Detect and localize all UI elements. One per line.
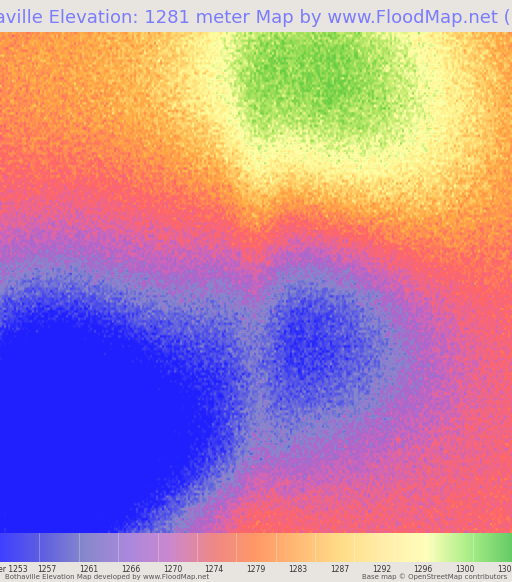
Text: Bothaville Elevation: 1281 meter Map by www.FloodMap.net (beta): Bothaville Elevation: 1281 meter Map by … — [0, 9, 512, 27]
Text: 1261: 1261 — [79, 565, 98, 574]
Text: 1296: 1296 — [414, 565, 433, 574]
Text: 1270: 1270 — [163, 565, 182, 574]
Text: 1305: 1305 — [497, 565, 512, 574]
Text: meter 1253: meter 1253 — [0, 565, 28, 574]
Text: 1283: 1283 — [288, 565, 307, 574]
Text: Base map © OpenStreetMap contributors: Base map © OpenStreetMap contributors — [361, 573, 507, 580]
Text: 1257: 1257 — [37, 565, 56, 574]
Text: 1292: 1292 — [372, 565, 391, 574]
Text: 1266: 1266 — [121, 565, 140, 574]
Text: 1287: 1287 — [330, 565, 349, 574]
Text: Bothaville Elevation Map developed by www.FloodMap.net: Bothaville Elevation Map developed by ww… — [5, 574, 209, 580]
Text: 1300: 1300 — [455, 565, 475, 574]
Text: 1279: 1279 — [246, 565, 266, 574]
Text: 1274: 1274 — [205, 565, 224, 574]
